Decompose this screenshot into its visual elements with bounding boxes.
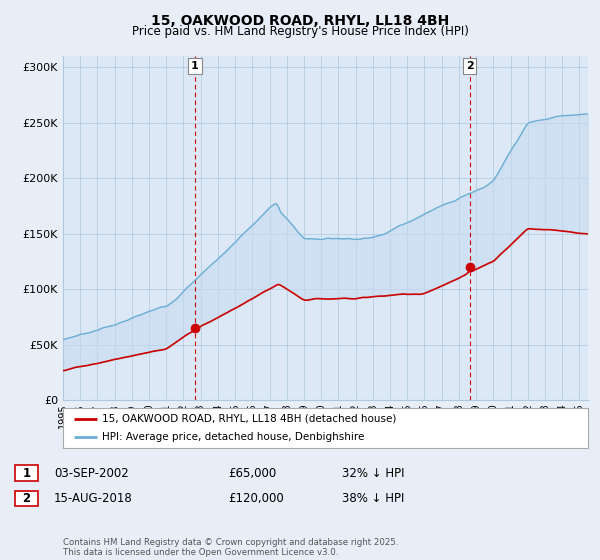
Text: 1: 1 (191, 61, 199, 71)
Text: 1: 1 (22, 466, 31, 480)
Text: Price paid vs. HM Land Registry's House Price Index (HPI): Price paid vs. HM Land Registry's House … (131, 25, 469, 38)
Text: Contains HM Land Registry data © Crown copyright and database right 2025.
This d: Contains HM Land Registry data © Crown c… (63, 538, 398, 557)
Text: 32% ↓ HPI: 32% ↓ HPI (342, 466, 404, 480)
Text: 15, OAKWOOD ROAD, RHYL, LL18 4BH (detached house): 15, OAKWOOD ROAD, RHYL, LL18 4BH (detach… (103, 414, 397, 423)
Text: 03-SEP-2002: 03-SEP-2002 (54, 466, 129, 480)
Text: 2: 2 (466, 61, 473, 71)
Text: HPI: Average price, detached house, Denbighshire: HPI: Average price, detached house, Denb… (103, 432, 365, 442)
Text: 15-AUG-2018: 15-AUG-2018 (54, 492, 133, 505)
Text: 38% ↓ HPI: 38% ↓ HPI (342, 492, 404, 505)
Text: 2: 2 (22, 492, 31, 505)
Text: 15, OAKWOOD ROAD, RHYL, LL18 4BH: 15, OAKWOOD ROAD, RHYL, LL18 4BH (151, 14, 449, 28)
Text: £65,000: £65,000 (228, 466, 276, 480)
Text: £120,000: £120,000 (228, 492, 284, 505)
